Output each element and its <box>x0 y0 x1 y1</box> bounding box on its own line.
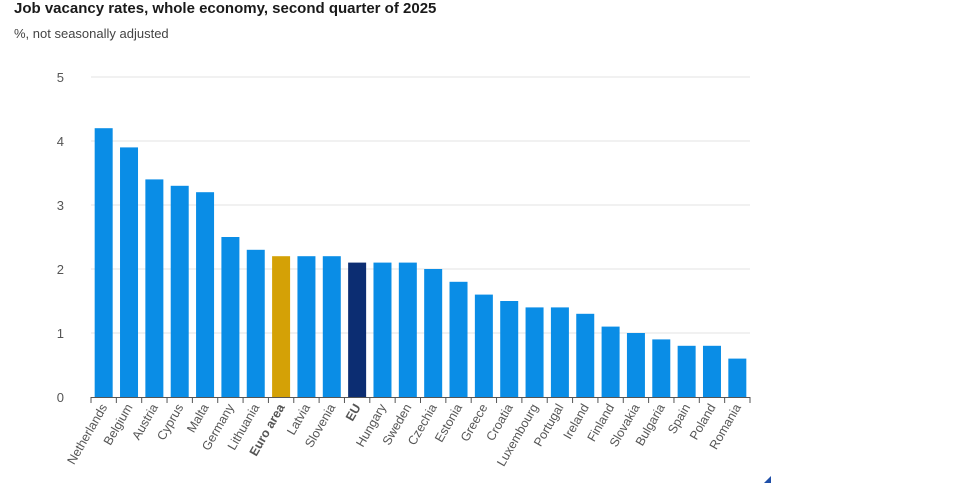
bar <box>221 237 240 397</box>
bar <box>145 179 164 397</box>
bar <box>449 281 468 397</box>
bar <box>677 345 696 397</box>
resize-corner-icon <box>764 476 771 483</box>
y-tick-label: 3 <box>57 198 64 213</box>
bar <box>196 192 215 397</box>
bar <box>94 128 113 397</box>
bar <box>550 307 569 397</box>
bar <box>525 307 544 397</box>
bar <box>601 326 620 397</box>
x-axis <box>90 397 751 403</box>
y-tick-label: 2 <box>57 262 64 277</box>
bars <box>94 128 747 397</box>
bar <box>728 358 747 397</box>
x-tick-label: EU <box>343 402 364 424</box>
bar <box>576 313 595 397</box>
bar <box>297 256 316 397</box>
y-tick-label: 1 <box>57 326 64 341</box>
y-tick-label: 4 <box>57 134 64 149</box>
x-tick-label: Netherlands <box>64 402 110 467</box>
bar <box>348 262 367 397</box>
gridlines <box>91 76 750 334</box>
y-axis-tick-labels: 0 1 2 3 4 5 <box>57 70 64 405</box>
bar <box>424 269 443 397</box>
bar <box>398 262 417 397</box>
bar <box>626 333 645 397</box>
y-tick-label: 5 <box>57 70 64 85</box>
bar <box>500 301 519 397</box>
bar <box>272 256 291 397</box>
bar <box>246 249 265 397</box>
bar <box>170 185 189 397</box>
bar <box>652 339 671 397</box>
chart-title: Job vacancy rates, whole economy, second… <box>14 0 437 17</box>
chart-subtitle: %, not seasonally adjusted <box>14 26 169 41</box>
bar <box>474 294 493 397</box>
bar <box>373 262 392 397</box>
bar <box>322 256 341 397</box>
y-tick-label: 0 <box>57 390 64 405</box>
x-axis-tick-labels: NetherlandsBelgiumAustriaCyprusMaltaGerm… <box>64 401 744 469</box>
bar <box>120 147 139 397</box>
bar <box>702 345 721 397</box>
